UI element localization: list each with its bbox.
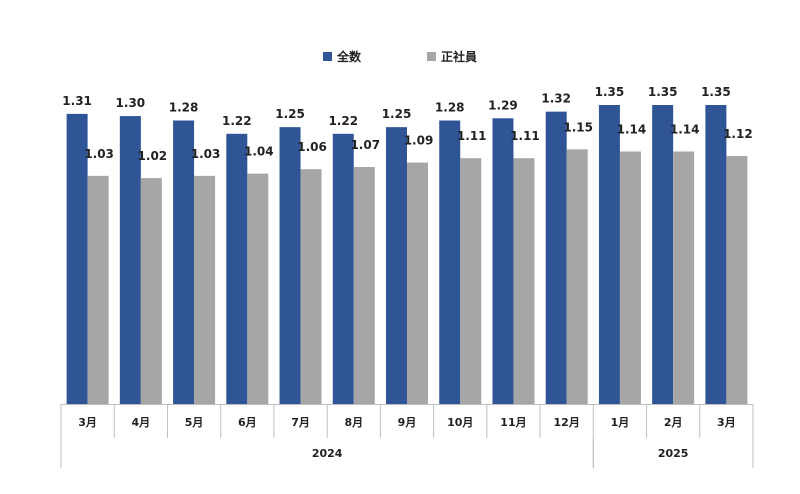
bar-total-7 (439, 120, 461, 405)
legend-swatch-total (323, 52, 332, 61)
data-label-fulltime-9: 1.15 (563, 120, 593, 134)
data-label-fulltime-0: 1.03 (84, 147, 114, 161)
data-label-fulltime-5: 1.07 (350, 138, 380, 152)
bar-fulltime-6 (407, 162, 428, 404)
x-tick-label-10: 1月 (611, 416, 630, 429)
bar-fulltime-2 (194, 175, 216, 404)
legend-item-total: 全数 (323, 48, 361, 65)
bar-fulltime-11 (673, 151, 695, 404)
data-label-fulltime-2: 1.03 (191, 147, 221, 161)
data-label-fulltime-7: 1.11 (457, 129, 487, 143)
data-label-total-6: 1.25 (382, 107, 412, 121)
x-tick-label-4: 7月 (291, 416, 310, 429)
x-tick-label-7: 10月 (447, 416, 473, 429)
year-label-2025: 2025 (658, 447, 689, 460)
x-tick-label-0: 3月 (78, 416, 97, 429)
bar-fulltime-4 (300, 169, 322, 404)
x-tick-label-5: 8月 (344, 416, 363, 429)
bar-total-12 (705, 105, 727, 404)
bar-total-11 (652, 105, 674, 404)
bar-total-3 (226, 133, 248, 404)
legend-item-fulltime: 正社員 (427, 48, 477, 65)
x-tick-label-2: 5月 (185, 416, 204, 429)
bar-total-6 (386, 127, 407, 405)
year-label-2024: 2024 (312, 447, 343, 460)
data-label-total-5: 1.22 (328, 114, 358, 128)
data-label-fulltime-4: 1.06 (297, 140, 327, 154)
data-label-total-3: 1.22 (222, 114, 252, 128)
bar-total-2 (173, 120, 195, 405)
x-tick-label-11: 2月 (664, 416, 683, 429)
bar-fulltime-0 (87, 175, 109, 404)
data-label-total-1: 1.30 (116, 96, 146, 110)
data-label-total-7: 1.28 (435, 101, 465, 115)
bar-total-4 (279, 127, 301, 405)
x-tick-label-3: 6月 (238, 416, 257, 429)
data-label-fulltime-10: 1.14 (617, 123, 647, 137)
x-tick-label-8: 11月 (500, 416, 526, 429)
bar-total-5 (332, 133, 354, 404)
data-label-fulltime-12: 1.12 (723, 127, 753, 141)
data-label-total-2: 1.28 (169, 101, 199, 115)
bar-fulltime-9 (566, 149, 588, 404)
x-tick-label-1: 4月 (132, 416, 151, 429)
legend-label-fulltime: 正社員 (441, 50, 478, 64)
bar-fulltime-12 (726, 155, 748, 404)
data-label-fulltime-1: 1.02 (138, 149, 168, 163)
data-label-fulltime-3: 1.04 (244, 145, 274, 159)
data-label-total-9: 1.32 (541, 92, 571, 106)
data-label-total-4: 1.25 (275, 107, 305, 121)
x-tick-label-6: 9月 (398, 416, 417, 429)
bar-fulltime-8 (513, 158, 535, 404)
legend-label-total: 全数 (337, 50, 362, 64)
bar-fulltime-5 (353, 167, 375, 404)
bar-total-9 (545, 111, 567, 405)
legend: 全数 正社員 (0, 48, 800, 68)
x-tick-label-12: 3月 (717, 416, 736, 429)
bar-fulltime-7 (460, 158, 482, 404)
data-label-fulltime-6: 1.09 (404, 134, 434, 148)
data-label-total-11: 1.35 (648, 85, 678, 99)
bar-total-1 (119, 116, 141, 405)
bar-fulltime-10 (619, 151, 641, 404)
bar-total-10 (598, 105, 620, 404)
x-tick-label-9: 12月 (554, 416, 580, 429)
legend-swatch-fulltime (427, 52, 436, 61)
data-label-total-8: 1.29 (488, 98, 518, 112)
bar-total-0 (66, 113, 88, 405)
data-label-total-0: 1.31 (62, 94, 92, 108)
bar-total-8 (492, 118, 514, 405)
bar-fulltime-3 (247, 173, 269, 404)
data-label-total-10: 1.35 (595, 85, 625, 99)
data-label-fulltime-11: 1.14 (670, 123, 700, 137)
data-label-total-12: 1.35 (701, 85, 731, 99)
data-label-fulltime-8: 1.11 (510, 129, 540, 143)
bar-fulltime-1 (140, 178, 162, 404)
